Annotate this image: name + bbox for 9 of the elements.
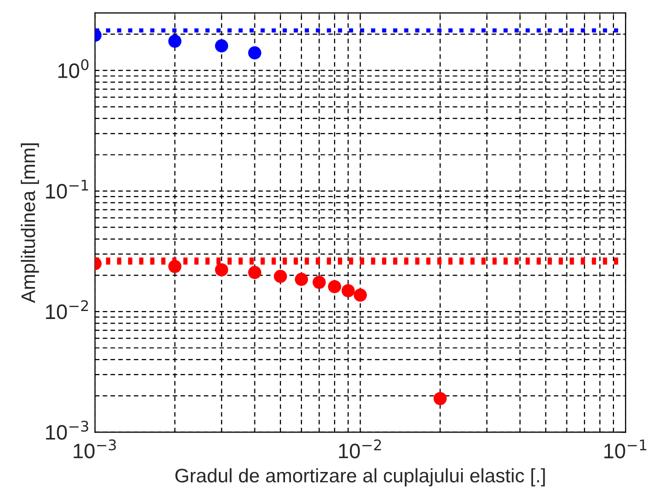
x-tick-label: 10$^{−3}$ [74, 439, 116, 458]
y-tick-label: 10$^{−1}$ [46, 180, 88, 199]
y-tick-label: 10$^{−2}$ [46, 300, 88, 320]
y-tick-label: 10$^{−3}$ [46, 420, 88, 440]
x-axis-title: Gradul de amortizare al cuplajului elastic [.] [175, 468, 545, 486]
y-axis-title: Amplitudinea [mm] [20, 143, 39, 304]
x-tick-label: 10$^{−1}$ [604, 440, 646, 458]
x-tick-label: 10$^{−2}$ [339, 439, 381, 458]
y-tick-label: 10$^{0}$ [58, 59, 88, 78]
